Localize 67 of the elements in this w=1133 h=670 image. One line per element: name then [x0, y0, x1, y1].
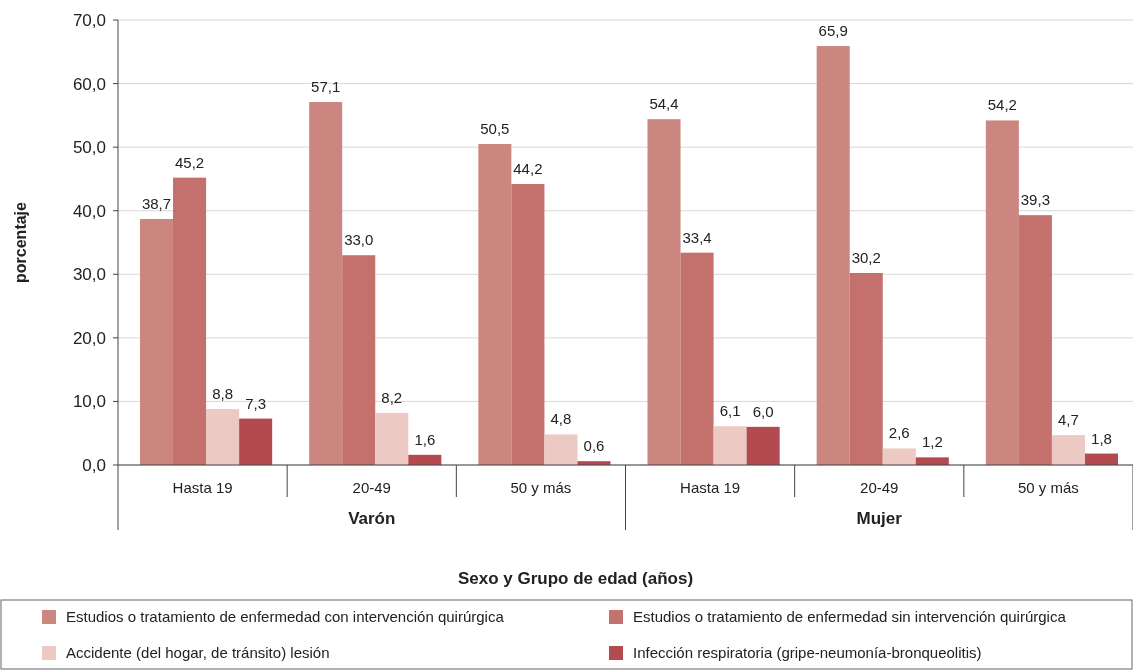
- y-tick-label: 0,0: [82, 456, 106, 475]
- data-label: 0,6: [583, 437, 605, 455]
- data-label: 4,7: [1058, 411, 1079, 429]
- data-label: 1,8: [1091, 429, 1112, 447]
- data-label: 33,0: [344, 231, 374, 249]
- bar: [478, 143, 512, 465]
- data-label: 1,6: [414, 430, 436, 448]
- data-label: 1,2: [921, 433, 943, 451]
- data-label: 8,2: [381, 388, 403, 406]
- data-label: 6,1: [719, 402, 741, 420]
- bar: [309, 102, 343, 465]
- x-tick-label: Hasta 19: [172, 479, 233, 496]
- bar: [239, 418, 273, 465]
- y-tick-label: 40,0: [72, 201, 106, 221]
- bar: [173, 177, 207, 465]
- data-label: 6,0: [752, 402, 774, 420]
- data-label: 4,8: [550, 410, 572, 428]
- data-label: 54,2: [987, 96, 1017, 114]
- data-label: 2,6: [888, 424, 910, 442]
- bar: [849, 273, 883, 465]
- bar: [915, 457, 949, 465]
- data-label: 65,9: [818, 22, 848, 40]
- y-tick-label: 30,0: [72, 265, 106, 285]
- x-tick-label: 50 y más: [510, 479, 572, 496]
- data-label: 33,4: [682, 228, 712, 246]
- x-tick-label: 20-49: [352, 479, 391, 496]
- data-label: 30,2: [851, 249, 881, 267]
- bar: [342, 255, 376, 465]
- bar: [746, 426, 780, 465]
- bar: [140, 218, 174, 465]
- bar: [544, 434, 578, 465]
- legend-label: Estudios o tratamiento de enfermedad sin intervención quirúrgica: [633, 608, 1067, 625]
- data-label: 57,1: [311, 78, 341, 96]
- y-tick-label: 50,0: [72, 138, 106, 158]
- x-tick-label: Hasta 19: [680, 479, 741, 496]
- data-label: 39,3: [1020, 191, 1050, 209]
- x-axis-title: Sexo y Grupo de edad (años): [457, 569, 694, 588]
- bar: [985, 120, 1019, 465]
- data-label: 50,5: [480, 119, 510, 137]
- x-tick-label: 50 y más: [1017, 479, 1079, 496]
- data-label: 8,8: [212, 385, 234, 403]
- y-tick-label: 60,0: [72, 74, 106, 94]
- x-tick-label: 20-49: [860, 479, 899, 496]
- y-axis-title: porcentaje: [12, 201, 29, 283]
- data-label: 38,7: [141, 194, 172, 212]
- legend-label: Infección respiratoria (gripe-neumonía-bronqueolitis): [633, 644, 982, 661]
- y-tick-label: 20,0: [72, 328, 106, 348]
- bar: [882, 448, 916, 465]
- bar: [713, 426, 747, 465]
- bar: [680, 252, 714, 465]
- bar: [647, 119, 681, 465]
- bar: [1018, 215, 1052, 465]
- bar: [375, 412, 409, 465]
- data-label: 45,2: [174, 153, 205, 171]
- text: Mujer: [856, 509, 903, 528]
- bar: [511, 184, 545, 465]
- y-tick-label: 70,0: [72, 11, 106, 30]
- y-tick-label: 10,0: [72, 392, 106, 412]
- legend-label: Estudios o tratamiento de enfermedad con intervención quirúrgica: [66, 608, 505, 625]
- bar: [206, 409, 240, 465]
- legend-label: Accidente (del hogar, de tránsito) lesión: [66, 644, 330, 661]
- data-label: 44,2: [513, 160, 543, 178]
- data-label: 54,4: [649, 95, 679, 113]
- data-label: 7,3: [245, 394, 267, 412]
- bar: [1051, 435, 1085, 465]
- text: Varón: [348, 509, 396, 528]
- bar: [816, 46, 850, 465]
